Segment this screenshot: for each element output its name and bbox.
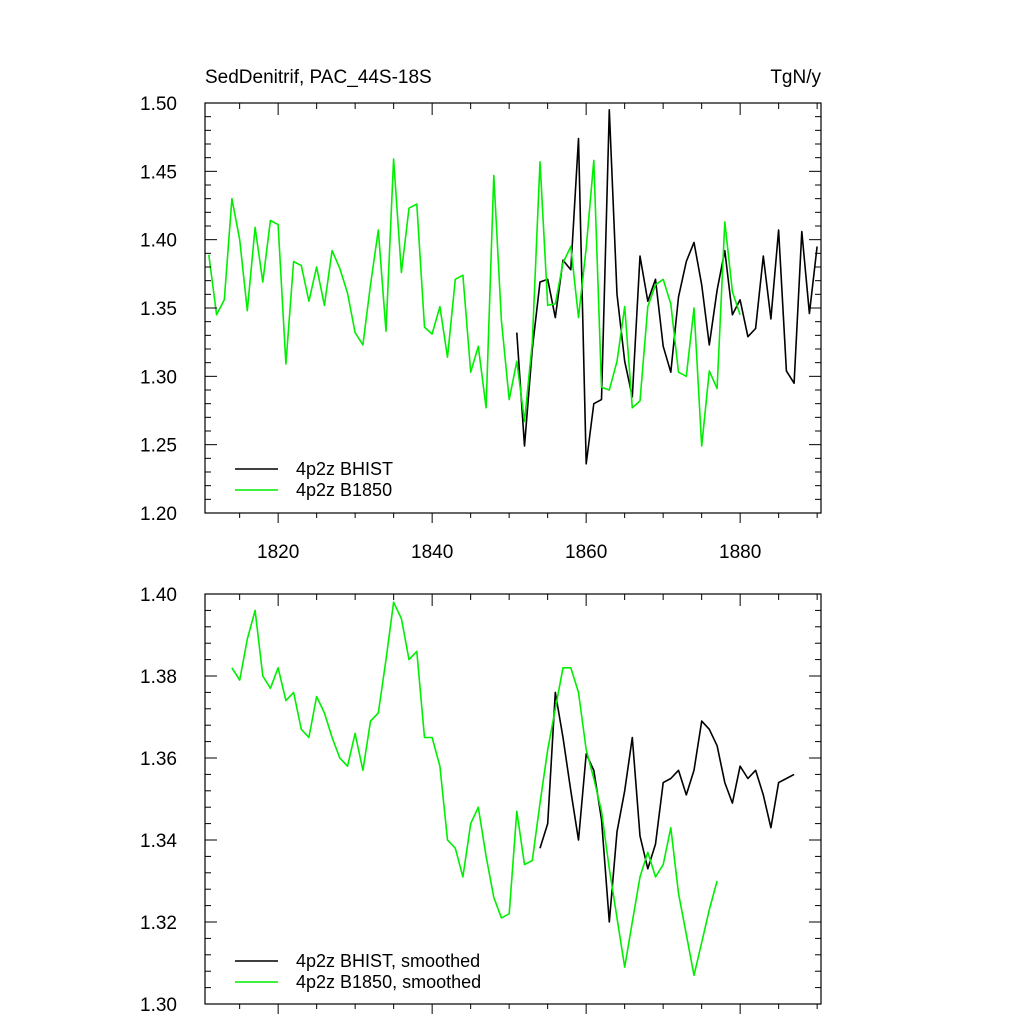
top-y-tick-label: 1.30	[140, 367, 177, 388]
bottom-y-tick-label: 1.30	[140, 995, 177, 1016]
legend-label-bhist-smoothed: 4p2z BHIST, smoothed	[296, 951, 480, 971]
top-y-tick-label: 1.45	[140, 162, 177, 183]
bottom-series-layer	[231, 601, 795, 977]
top-plot-frame	[204, 102, 822, 514]
top-legend: 4p2z BHIST 4p2z B1850	[235, 459, 393, 500]
top-x-tick-label: 1820	[257, 542, 299, 563]
bottom-y-tick-label: 1.36	[140, 749, 177, 770]
top-y-tick-label: 1.35	[140, 299, 177, 320]
legend-label-b1850: 4p2z B1850	[296, 480, 392, 500]
top-y-tick-label: 1.25	[140, 436, 177, 457]
chart-title: SedDenitrif, PAC_44S-18S	[205, 67, 432, 88]
top-series-line-bhist	[516, 109, 818, 465]
top-y-tick-label: 1.20	[140, 504, 177, 525]
top-series-line-b1850	[208, 158, 741, 447]
bottom-y-tick-label: 1.38	[140, 667, 177, 688]
top-y-tick-label: 1.40	[140, 231, 177, 252]
top-panel: 1.20 1.25 1.30 1.35 1.40 1.45 1.50 1820 1840 1860…	[140, 94, 822, 563]
bottom-y-tick-label: 1.34	[140, 831, 177, 852]
top-y-tick-label: 1.50	[140, 94, 177, 115]
bottom-series-line-bhist	[539, 691, 795, 923]
top-series-layer	[208, 109, 818, 465]
top-x-tick-label: 1860	[565, 542, 607, 563]
bottom-y-tick-label: 1.40	[140, 585, 177, 606]
bottom-y-tick-label: 1.32	[140, 913, 177, 934]
top-x-tick-label: 1840	[411, 542, 453, 563]
bottom-series-line-b1850	[231, 601, 718, 977]
units-label: TgN/y	[770, 67, 821, 88]
top-x-tick-label: 1880	[719, 542, 761, 563]
top-tick-layer: 1.20 1.25 1.30 1.35 1.40 1.45 1.50 1820 1840 1860…	[140, 94, 821, 563]
legend-label-bhist: 4p2z BHIST	[296, 459, 393, 479]
bottom-legend: 4p2z BHIST, smoothed 4p2z B1850, smoothe…	[235, 951, 481, 992]
bottom-plot-frame	[204, 593, 822, 1005]
bottom-tick-layer: 1.30 1.32 1.34 1.36 1.38 1.40	[140, 585, 821, 1016]
legend-label-b1850-smoothed: 4p2z B1850, smoothed	[296, 972, 481, 992]
bottom-panel: 1.30 1.32 1.34 1.36 1.38 1.40 4p2z BHIST, smo…	[140, 585, 822, 1016]
